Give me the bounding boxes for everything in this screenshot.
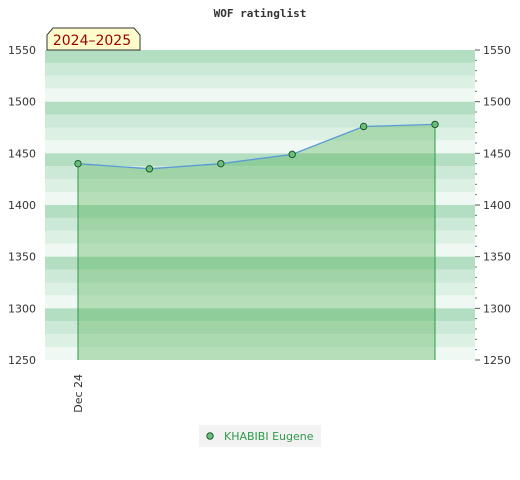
area-fill [78, 124, 435, 361]
grid-band [45, 101, 475, 115]
y-tick-label-left: 1400 [8, 199, 36, 212]
y-tick-label-left: 1350 [8, 251, 36, 264]
grid-band [45, 230, 475, 244]
y-tick-label-right: 1500 [483, 96, 511, 109]
grid-band [45, 179, 475, 193]
grid-band [45, 88, 475, 102]
series-khabibi [74, 120, 439, 173]
y-tick-label-right: 1400 [483, 199, 511, 212]
season-badge-box [46, 27, 141, 51]
chart-title: WOF ratinglist [214, 7, 307, 20]
grid-band [45, 50, 475, 63]
legend-box [199, 425, 321, 447]
y-axis-right: 1250 1300 1350 1400 1450 1500 1550 [475, 44, 511, 367]
grid-band [45, 308, 475, 322]
grid-band [45, 295, 475, 309]
grid-band [45, 205, 475, 218]
y-axis-left: 1250 1300 1350 1400 1450 1500 1550 [8, 44, 36, 367]
y-tick-label-left: 1550 [8, 44, 36, 57]
y-tick-label-left: 1500 [8, 96, 36, 109]
rating-area [77, 124, 436, 361]
grid-band [45, 140, 475, 154]
grid-band [45, 347, 475, 360]
data-point [217, 159, 225, 168]
data-point [288, 150, 296, 159]
data-point [359, 122, 368, 131]
background-bands [45, 50, 475, 360]
grid-band [45, 127, 475, 141]
y-tick-label-right: 1550 [483, 44, 511, 57]
grid-band [45, 282, 475, 296]
grid-band [45, 75, 475, 89]
grid-band [45, 217, 475, 231]
y-tick-label-left: 1300 [8, 302, 36, 315]
series-line [77, 123, 436, 170]
grid-band [45, 62, 475, 76]
grid-band [45, 269, 475, 283]
grid-band [45, 192, 475, 205]
grid-band [45, 256, 475, 270]
y-tick-label-right: 1450 [483, 147, 511, 160]
legend: KHABIBI Eugene [199, 425, 321, 447]
legend-series-name: KHABIBI Eugene [224, 430, 314, 443]
grid-band [45, 114, 475, 128]
grid-band [45, 153, 475, 167]
y-tick-label-right: 1350 [483, 251, 511, 264]
data-point [431, 120, 439, 129]
grid-band [45, 334, 475, 348]
data-point [74, 159, 82, 168]
x-tick-label: Dec 24 [72, 374, 85, 413]
y-tick-label-left: 1450 [8, 147, 36, 160]
grid-band [45, 321, 475, 335]
data-point [145, 165, 154, 173]
legend-marker [206, 432, 214, 440]
grid-band [45, 243, 475, 257]
y-tick-label-right: 1250 [483, 354, 511, 367]
y-tick-label-right: 1300 [483, 302, 511, 315]
x-axis: Dec 24 [72, 374, 85, 413]
season-badge: 2024–2025 [46, 27, 141, 51]
season-label: 2024–2025 [53, 33, 131, 49]
y-tick-label-left: 1250 [8, 354, 36, 367]
